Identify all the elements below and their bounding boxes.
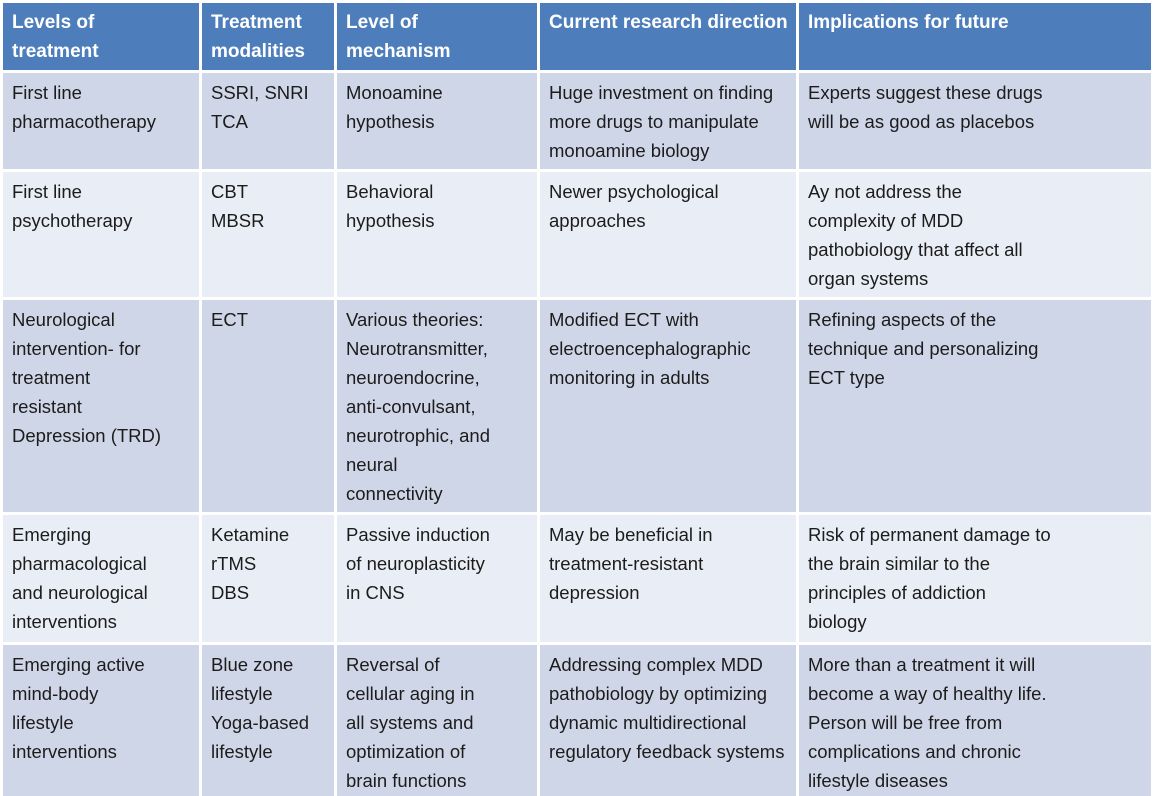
- table-cell: Ay not address the complexity of MDD pat…: [799, 172, 1151, 297]
- table-cell: May be beneficial in treatment-resistant…: [540, 515, 796, 642]
- table-cell: Risk of permanent damage to the brain si…: [799, 515, 1151, 642]
- table-row-first-line-psychotherapy: First line psychotherapy CBT MBSR Behavi…: [3, 172, 1151, 297]
- table-cell: Reversal of cellular aging in all system…: [337, 645, 537, 796]
- table-row-neurological-intervention: Neurological intervention- for treatment…: [3, 300, 1151, 512]
- table-cell: Emerging pharmacological and neurologica…: [3, 515, 199, 642]
- header-cell-implications-future: Implications for future: [799, 3, 1151, 70]
- table-cell: Huge investment on finding more drugs to…: [540, 73, 796, 169]
- table-row-emerging-lifestyle: Emerging active mind-body lifestyle inte…: [3, 645, 1151, 796]
- table-cell: Newer psychological approaches: [540, 172, 796, 297]
- table-cell: Monoamine hypothesis: [337, 73, 537, 169]
- table-cell: Ketamine rTMS DBS: [202, 515, 334, 642]
- table-cell: More than a treatment it will become a w…: [799, 645, 1151, 796]
- table-cell: Experts suggest these drugs will be as g…: [799, 73, 1151, 169]
- table-cell: Passive induction of neuroplasticity in …: [337, 515, 537, 642]
- table-cell: Various theories: Neurotransmitter, neur…: [337, 300, 537, 512]
- table-cell: First line psychotherapy: [3, 172, 199, 297]
- table-row-first-line-pharmacotherapy: First line pharmacotherapy SSRI, SNRI TC…: [3, 73, 1151, 169]
- table-cell: SSRI, SNRI TCA: [202, 73, 334, 169]
- table-cell: First line pharmacotherapy: [3, 73, 199, 169]
- table-cell: Behavioral hypothesis: [337, 172, 537, 297]
- header-row: Levels of treatment Treatment modalities…: [3, 3, 1151, 70]
- table-cell: Refining aspects of the technique and pe…: [799, 300, 1151, 512]
- header-cell-level-of-mechanism: Level of mechanism: [337, 3, 537, 70]
- table-cell: Modified ECT with electroencephalographi…: [540, 300, 796, 512]
- table-cell: Neurological intervention- for treatment…: [3, 300, 199, 512]
- table-row-emerging-pharmacological: Emerging pharmacological and neurologica…: [3, 515, 1151, 642]
- table-cell: ECT: [202, 300, 334, 512]
- header-cell-levels-of-treatment: Levels of treatment: [3, 3, 199, 70]
- header-cell-treatment-modalities: Treatment modalities: [202, 3, 334, 70]
- table-cell: Blue zone lifestyle Yoga-based lifestyle: [202, 645, 334, 796]
- table-cell: CBT MBSR: [202, 172, 334, 297]
- header-cell-current-research: Current research direction: [540, 3, 796, 70]
- table-cell: Emerging active mind-body lifestyle inte…: [3, 645, 199, 796]
- table-cell: Addressing complex MDD pathobiology by o…: [540, 645, 796, 796]
